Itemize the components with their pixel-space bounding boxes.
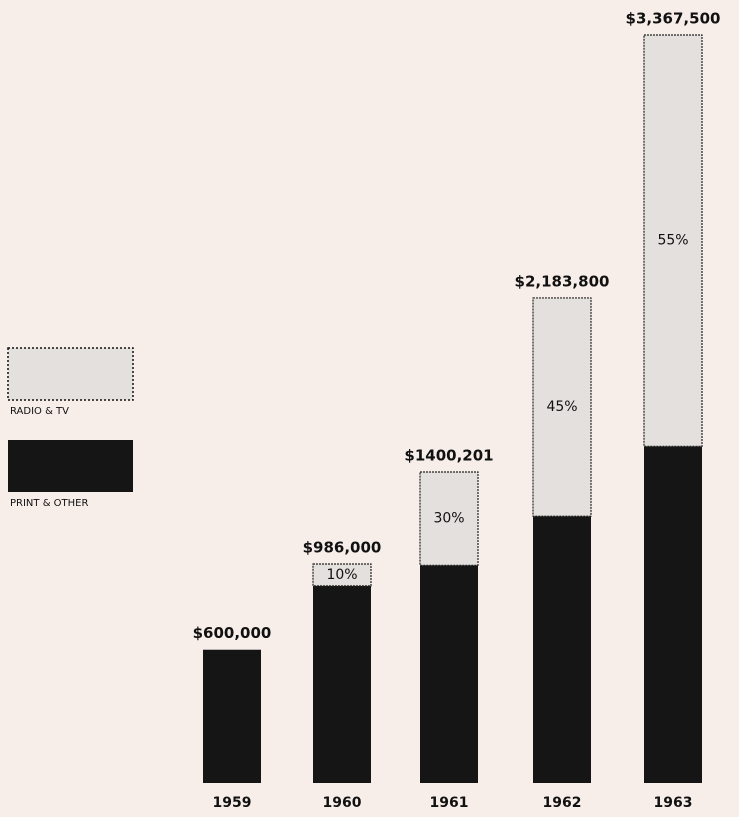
bar-segment [312,563,372,587]
bar-segment [643,34,703,447]
legend-label: RADIO & TV [10,406,69,417]
bar-segment [533,516,591,783]
x-tick-label: 1963 [654,795,693,811]
share-label: 45% [546,399,577,415]
share-label: 30% [433,511,464,527]
bar-segment [419,471,479,566]
bar-segment [203,649,261,783]
legend-swatch [8,440,133,492]
legend-swatch [7,347,134,401]
total-label: $986,000 [303,538,382,556]
total-label: $2,183,800 [515,272,610,290]
legend-label: PRINT & OTHER [10,498,88,509]
share-label: 55% [657,233,688,249]
x-tick-label: 1959 [213,795,252,811]
share-label: 10% [326,567,357,583]
bar-segment [644,446,702,783]
total-label: $3,367,500 [626,10,721,28]
x-tick-label: 1962 [543,795,582,811]
total-label: $1400,201 [404,446,493,464]
bar-segment [313,585,371,783]
bar-segment [532,297,592,517]
total-label: $600,000 [193,624,272,642]
x-tick-label: 1961 [430,795,469,811]
bar-segment [420,565,478,783]
x-tick-label: 1960 [323,795,362,811]
